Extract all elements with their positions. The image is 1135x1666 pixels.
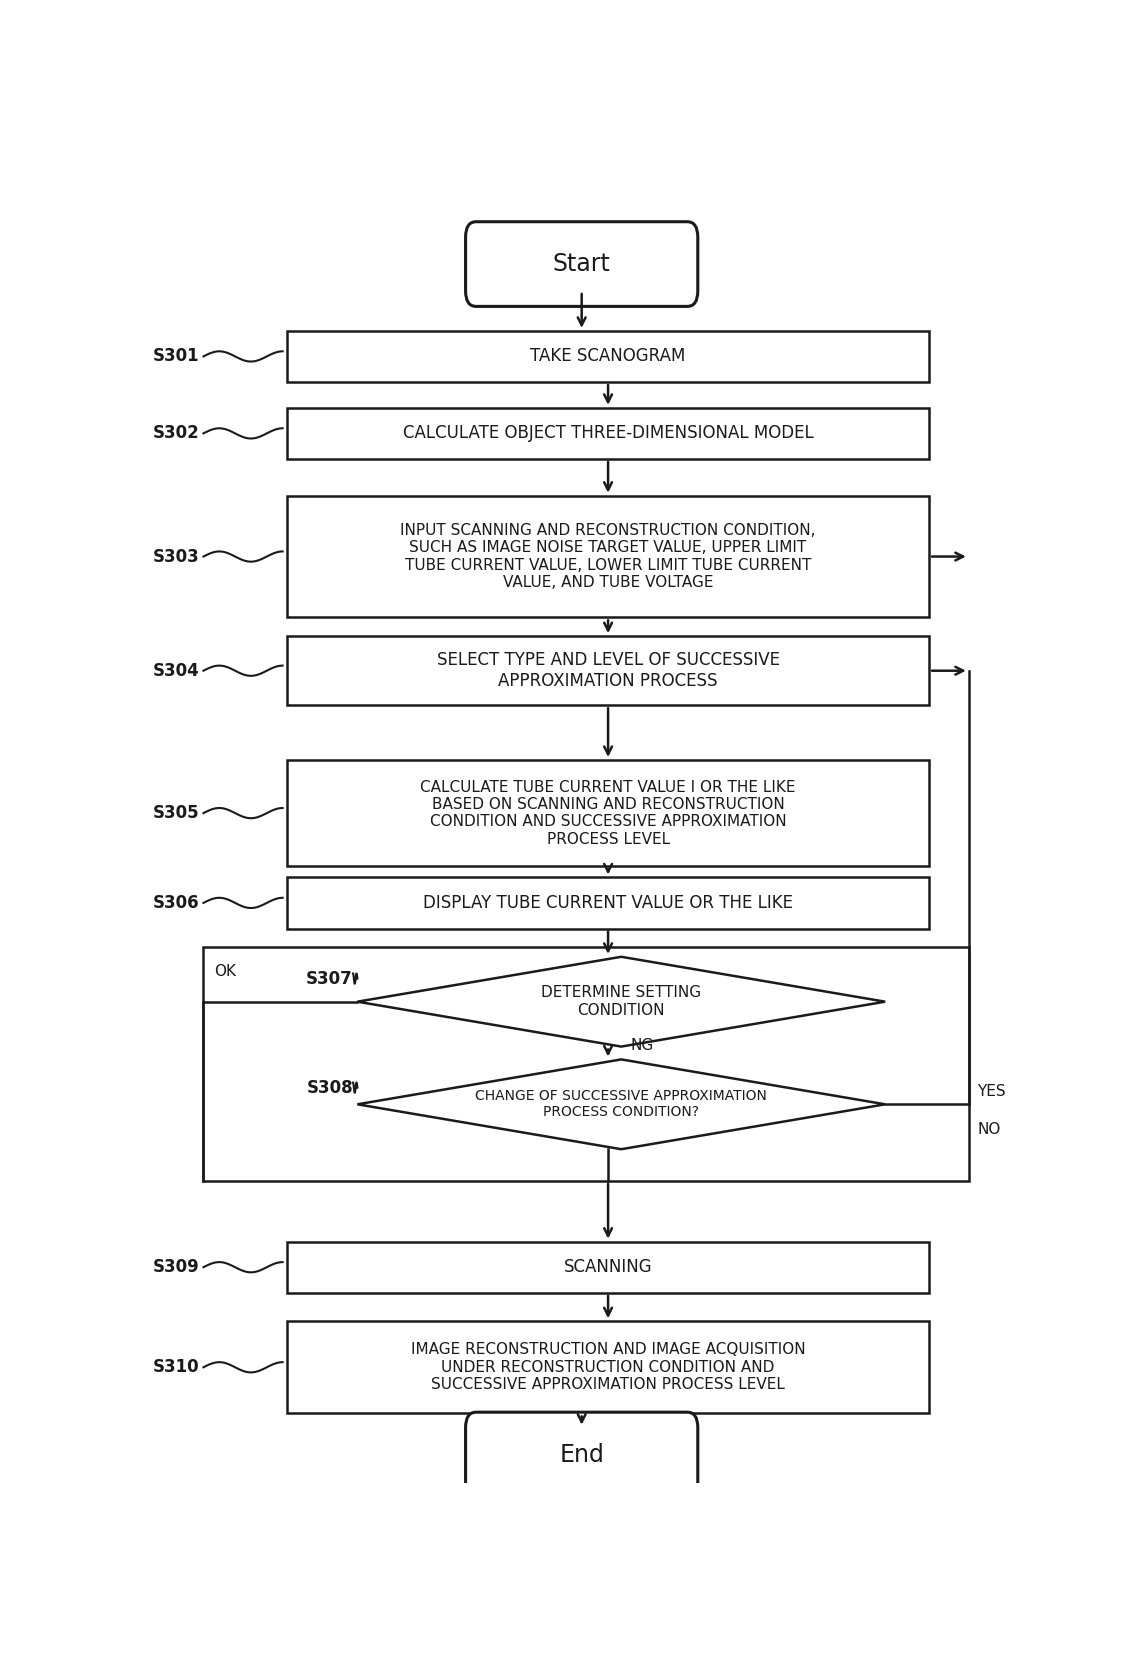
- Text: Start: Start: [553, 252, 611, 277]
- Text: DETERMINE SETTING
CONDITION: DETERMINE SETTING CONDITION: [541, 986, 701, 1018]
- Text: CALCULATE OBJECT THREE-DIMENSIONAL MODEL: CALCULATE OBJECT THREE-DIMENSIONAL MODEL: [403, 425, 814, 443]
- Bar: [287, 1321, 930, 1413]
- Bar: [287, 495, 930, 618]
- Text: DISPLAY TUBE CURRENT VALUE OR THE LIKE: DISPLAY TUBE CURRENT VALUE OR THE LIKE: [423, 895, 793, 911]
- Text: S301: S301: [152, 348, 199, 365]
- Bar: [287, 636, 930, 705]
- Text: S302: S302: [152, 425, 199, 443]
- Bar: [287, 1241, 930, 1293]
- Text: S304: S304: [152, 661, 199, 680]
- Text: S303: S303: [152, 548, 199, 565]
- Bar: [287, 760, 930, 866]
- Text: TAKE SCANOGRAM: TAKE SCANOGRAM: [530, 348, 686, 365]
- Bar: [287, 332, 930, 382]
- Text: IMAGE RECONSTRUCTION AND IMAGE ACQUISITION
UNDER RECONSTRUCTION CONDITION AND
SU: IMAGE RECONSTRUCTION AND IMAGE ACQUISITI…: [411, 1343, 806, 1393]
- Text: OK: OK: [215, 963, 236, 978]
- Text: SELECT TYPE AND LEVEL OF SUCCESSIVE
APPROXIMATION PROCESS: SELECT TYPE AND LEVEL OF SUCCESSIVE APPR…: [437, 651, 780, 690]
- Text: NO: NO: [977, 1123, 1001, 1138]
- Text: S308: S308: [306, 1078, 353, 1096]
- Text: YES: YES: [977, 1085, 1006, 1100]
- Text: S305: S305: [152, 805, 199, 821]
- Polygon shape: [358, 1060, 885, 1150]
- Text: SCANNING: SCANNING: [564, 1258, 653, 1276]
- Text: NG: NG: [630, 1038, 654, 1053]
- FancyBboxPatch shape: [465, 1413, 698, 1496]
- Text: End: End: [560, 1443, 604, 1466]
- Text: S310: S310: [152, 1358, 199, 1376]
- Text: S306: S306: [152, 895, 199, 911]
- Polygon shape: [358, 956, 885, 1046]
- Bar: [287, 878, 930, 928]
- FancyBboxPatch shape: [465, 222, 698, 307]
- Bar: [287, 408, 930, 460]
- Text: S307: S307: [306, 970, 353, 988]
- Text: S309: S309: [152, 1258, 199, 1276]
- Text: CHANGE OF SUCCESSIVE APPROXIMATION
PROCESS CONDITION?: CHANGE OF SUCCESSIVE APPROXIMATION PROCE…: [476, 1090, 767, 1120]
- Bar: [203, 946, 969, 1181]
- Text: INPUT SCANNING AND RECONSTRUCTION CONDITION,
SUCH AS IMAGE NOISE TARGET VALUE, U: INPUT SCANNING AND RECONSTRUCTION CONDIT…: [401, 523, 816, 590]
- Text: CALCULATE TUBE CURRENT VALUE I OR THE LIKE
BASED ON SCANNING AND RECONSTRUCTION
: CALCULATE TUBE CURRENT VALUE I OR THE LI…: [420, 780, 796, 846]
